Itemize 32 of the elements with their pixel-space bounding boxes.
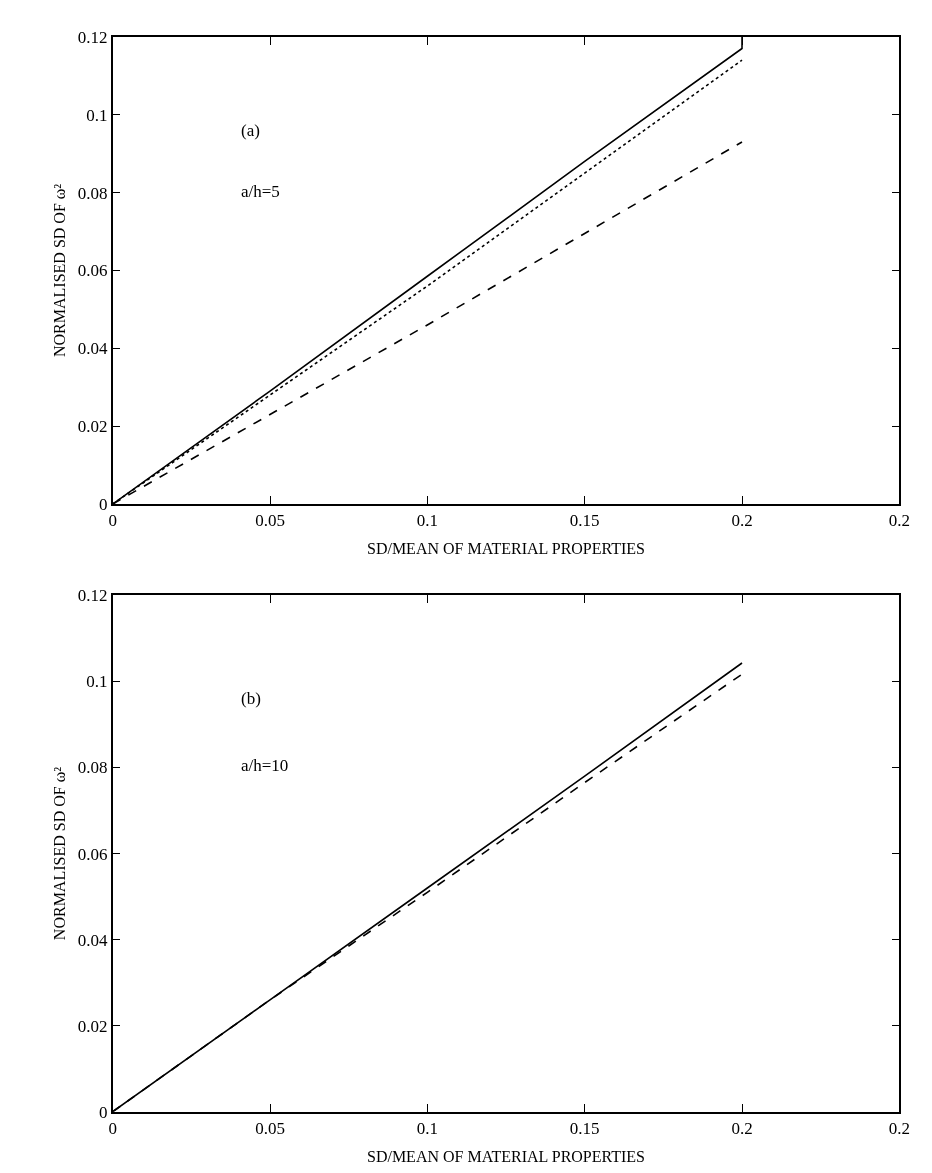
x-tick-label: 0.05: [255, 1118, 285, 1138]
y-tick-label: 0.12: [77, 27, 108, 47]
y-tick-label: 0.08: [77, 758, 108, 778]
x-tick-label: 0.15: [569, 1118, 600, 1138]
x-tick-label: 0.1: [416, 511, 438, 531]
y-tick-label: 0.1: [86, 672, 108, 692]
annotation: (b): [241, 689, 261, 708]
y-tick-label: 0.02: [77, 417, 108, 437]
x-tick-label: 0.05: [255, 511, 285, 531]
y-tick-label: 0: [99, 494, 108, 514]
annotation: (a): [241, 121, 260, 140]
annotation: a/h=5: [241, 182, 280, 201]
y-tick-label: 0.04: [77, 339, 109, 359]
y-tick-label: 0.04: [77, 930, 109, 950]
y-axis-title: NORMALISED SD OF ω²: [51, 183, 69, 357]
y-tick-label: 0: [99, 1102, 108, 1122]
y-tick-label: 0.12: [77, 586, 108, 606]
y-tick-label: 0.06: [77, 261, 108, 281]
x-axis-title: SD/MEAN OF MATERIAL PROPERTIES: [366, 540, 646, 558]
y-tick-label: 0.08: [77, 183, 108, 203]
x-tick-label: 0.2: [731, 1118, 753, 1138]
x-tick-label: 0.2: [731, 511, 753, 531]
x-tick-label: 0.2: [888, 511, 910, 531]
x-tick-label: 0.1: [416, 1118, 438, 1138]
annotation: a/h=10: [241, 756, 289, 775]
x-tick-label: 0.2: [888, 1118, 910, 1138]
y-tick-label: 0.02: [77, 1016, 108, 1036]
x-tick-label: 0.15: [569, 511, 600, 531]
y-tick-label: 0.06: [77, 844, 108, 864]
x-axis-title: SD/MEAN OF MATERIAL PROPERTIES: [366, 1148, 646, 1166]
y-axis-title: NORMALISED SD OF ω²: [51, 766, 69, 941]
y-tick-label: 0.1: [86, 105, 108, 125]
